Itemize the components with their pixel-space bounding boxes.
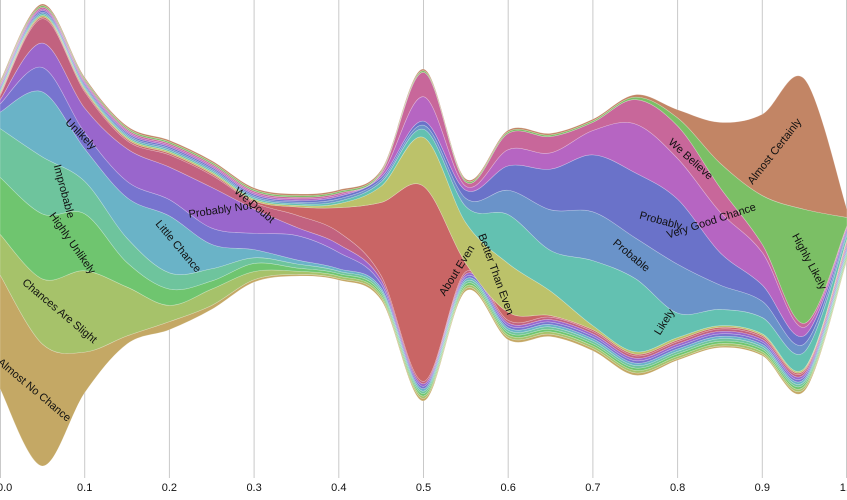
stream-layer-about-even [0,16,847,382]
x-tick-label: 0.5 [416,482,431,494]
stream-layer-almost-no-chance [0,258,847,467]
stream-layer-we-doubt [0,18,847,385]
x-tick-label: 0.9 [755,482,770,494]
stream-layers [0,3,847,467]
x-tick-label: 0.4 [331,482,346,494]
x-tick-label: 0.8 [670,482,685,494]
x-tick-label: 0.3 [246,482,261,494]
x-tick-label: 0.1 [77,482,92,494]
x-axis: 0.0 0.1 0.2 0.3 0.4 0.5 0.6 0.7 0.8 0.9 1.0 [0,482,847,494]
stream-layer-almost-certainly [0,3,847,218]
x-tick-label: 1.0 [840,482,847,494]
x-tick-label: 0.6 [501,482,516,494]
x-tick-label: 0.2 [162,482,177,494]
x-tick-label: 0.7 [585,482,600,494]
x-tick-label: 0.0 [0,482,12,494]
stream-layer-unlikely [0,66,847,390]
